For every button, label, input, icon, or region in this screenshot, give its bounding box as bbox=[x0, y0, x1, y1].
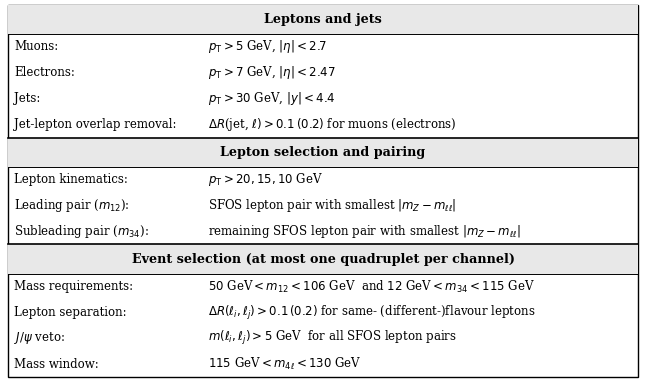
Text: $J/\psi$ veto:: $J/\psi$ veto: bbox=[14, 330, 65, 346]
Text: Lepton kinematics:: Lepton kinematics: bbox=[14, 173, 128, 186]
Text: Lepton separation:: Lepton separation: bbox=[14, 306, 127, 319]
Bar bbox=[8, 244, 638, 274]
Text: $\Delta R(\ell_i, \ell_j) > 0.1\,(0.2)$ for same- (different-)flavour leptons: $\Delta R(\ell_i, \ell_j) > 0.1\,(0.2)$ … bbox=[208, 304, 536, 322]
Bar bbox=[8, 138, 638, 167]
Text: $115$ GeV$< m_{4\ell} < 130$ GeV: $115$ GeV$< m_{4\ell} < 130$ GeV bbox=[208, 356, 361, 372]
Text: Lepton selection and pairing: Lepton selection and pairing bbox=[220, 146, 426, 159]
Text: $p_{\mathrm{T}} > 20, 15, 10$ GeV: $p_{\mathrm{T}} > 20, 15, 10$ GeV bbox=[208, 171, 323, 188]
Text: $m(\ell_i, \ell_j) > 5$ GeV  for all SFOS lepton pairs: $m(\ell_i, \ell_j) > 5$ GeV for all SFOS… bbox=[208, 330, 457, 348]
Text: $p_{\mathrm{T}} > 7$ GeV, $|\eta| < 2.47$: $p_{\mathrm{T}} > 7$ GeV, $|\eta| < 2.47… bbox=[208, 64, 336, 81]
Text: Muons:: Muons: bbox=[14, 40, 58, 53]
Text: Jet-lepton overlap removal:: Jet-lepton overlap removal: bbox=[14, 118, 177, 131]
Bar bbox=[8, 5, 638, 34]
Text: $p_{\mathrm{T}} > 5$ GeV, $|\eta| < 2.7$: $p_{\mathrm{T}} > 5$ GeV, $|\eta| < 2.7$ bbox=[208, 38, 328, 55]
Text: remaining SFOS lepton pair with smallest $|m_Z - m_{\ell\ell}|$: remaining SFOS lepton pair with smallest… bbox=[208, 223, 521, 240]
Text: Event selection (at most one quadruplet per channel): Event selection (at most one quadruplet … bbox=[132, 253, 514, 265]
Text: $\Delta R$(jet, $\ell) > 0.1\,(0.2)$ for muons (electrons): $\Delta R$(jet, $\ell) > 0.1\,(0.2)$ for… bbox=[208, 116, 457, 133]
Text: Electrons:: Electrons: bbox=[14, 66, 75, 79]
Text: Mass requirements:: Mass requirements: bbox=[14, 280, 133, 293]
Text: SFOS lepton pair with smallest $|m_Z - m_{\ell\ell}|$: SFOS lepton pair with smallest $|m_Z - m… bbox=[208, 197, 457, 214]
Text: Leptons and jets: Leptons and jets bbox=[264, 13, 382, 26]
Text: Subleading pair ($m_{34}$):: Subleading pair ($m_{34}$): bbox=[14, 223, 149, 240]
Text: Mass window:: Mass window: bbox=[14, 358, 99, 371]
Text: $p_{\mathrm{T}} > 30$ GeV, $|y| <  4.4$: $p_{\mathrm{T}} > 30$ GeV, $|y| < 4.4$ bbox=[208, 90, 336, 107]
Text: $50$ GeV$< m_{12} < 106$ GeV  and $12$ GeV$< m_{34} < 115$ GeV: $50$ GeV$< m_{12} < 106$ GeV and $12$ Ge… bbox=[208, 278, 535, 295]
Text: Leading pair ($m_{12}$):: Leading pair ($m_{12}$): bbox=[14, 197, 130, 214]
Text: Jets:: Jets: bbox=[14, 92, 41, 105]
